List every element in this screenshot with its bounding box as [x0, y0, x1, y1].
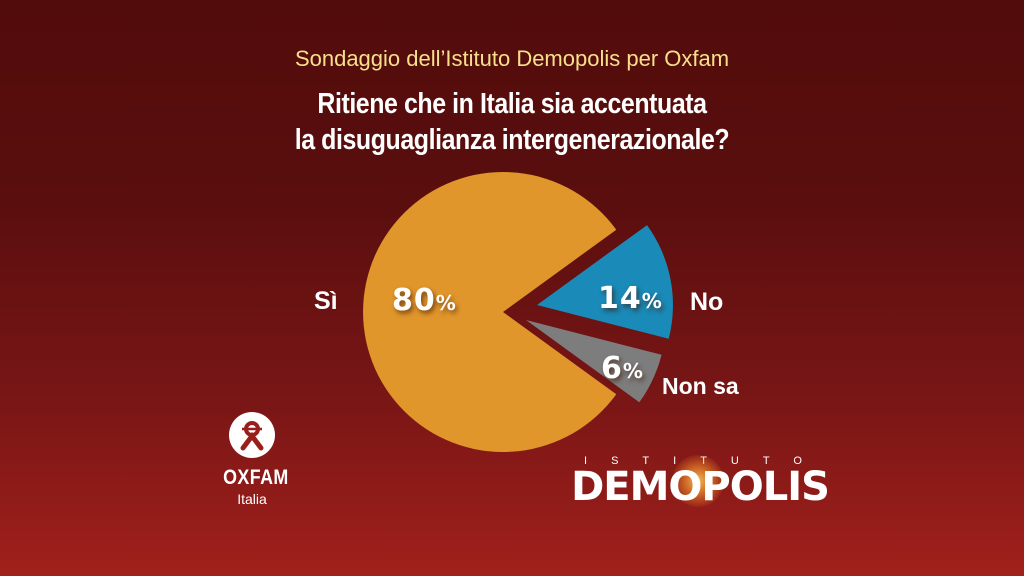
label-nonsa: Non sa [662, 373, 739, 399]
title-line-1: Ritiene che in Italia sia accentuata [317, 88, 707, 120]
slice-no [537, 225, 673, 339]
label-no: No [690, 288, 724, 316]
pct-nonsa: 6% [601, 351, 644, 386]
demopolis-glow-icon [672, 455, 724, 507]
title-line-2: la disuguaglianza intergenerazionale? [294, 124, 730, 156]
slice-nonsa [526, 320, 662, 403]
demopolis-logo: ISTITUTO DEMOPOLIS [566, 455, 834, 507]
chart-subtitle: Sondaggio dell’Istituto Demopolis per Ox… [294, 46, 730, 71]
oxfam-emblem-icon [229, 412, 275, 458]
pct-nonsa-sign: % [622, 359, 644, 383]
chart-title: Ritiene che in Italia sia accentuata la … [72, 86, 953, 158]
pct-no-value: 14 [598, 281, 642, 316]
label-si: Sì [314, 287, 338, 315]
oxfam-name: OXFAM [223, 466, 289, 489]
demopolis-name-wrap: DEMOPOLIS [566, 455, 834, 510]
pct-si-sign: % [435, 291, 457, 315]
oxfam-logo: OXFAM Italia [218, 412, 289, 507]
pct-nonsa-value: 6 [601, 351, 623, 386]
slice-si [363, 172, 617, 453]
pct-si-value: 80 [392, 283, 436, 318]
pct-si: 80% [392, 283, 457, 318]
pct-no: 14% [598, 281, 663, 316]
demopolis-name: DEMOPOLIS [571, 464, 830, 510]
oxfam-sub: Italia [237, 491, 267, 507]
pct-no-sign: % [641, 289, 663, 313]
